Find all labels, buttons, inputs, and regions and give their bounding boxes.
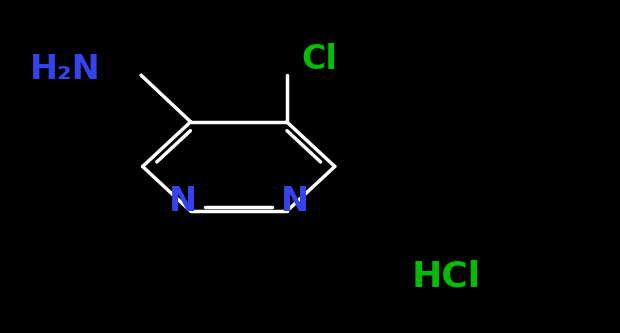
Text: N: N [280, 185, 309, 218]
Text: Cl: Cl [301, 43, 337, 77]
Text: H₂N: H₂N [30, 53, 100, 87]
Text: N: N [169, 185, 197, 218]
Text: HCl: HCl [412, 259, 481, 293]
